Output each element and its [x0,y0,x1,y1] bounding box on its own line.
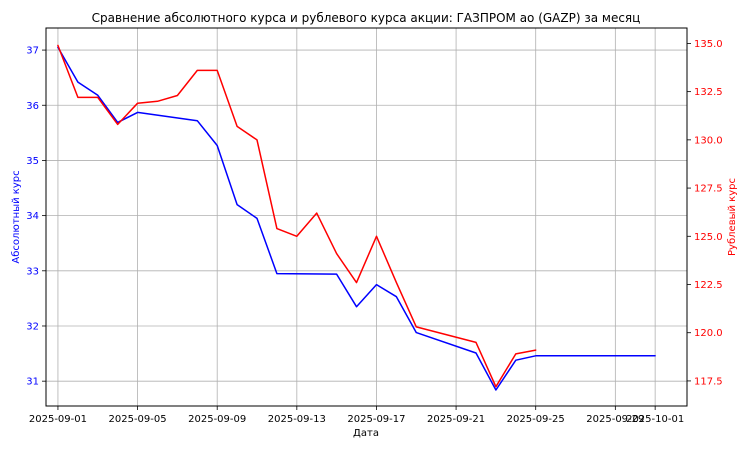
left-tick-label: 35 [26,156,39,167]
x-tick-label: 2025-10-01 [626,414,684,425]
chart-title: Сравнение абсолютного курса и рублевого … [92,11,641,25]
right-tick-label: 132.5 [694,87,723,98]
series-line-absolute [57,46,656,391]
right-tick-label: 130.0 [694,135,723,146]
right-tick-label: 117.5 [694,376,723,387]
right-tick-label: 135.0 [694,39,723,50]
x-tick-label: 2025-09-13 [268,414,326,425]
right-axis-ticks: 117.5 120.0 122.5 125.0 127.5 130.0 132.5 135.0 [687,39,723,387]
left-tick-label: 37 [26,46,39,57]
series-layer [57,44,656,391]
right-tick-label: 127.5 [694,184,723,195]
x-tick-label: 2025-09-29 [586,414,644,425]
x-tick-label: 2025-09-21 [427,414,485,425]
right-tick-label: 125.0 [694,232,723,243]
x-axis-ticks: 2025-09-01 2025-09-05 2025-09-09 2025-09-13… [29,406,684,425]
x-tick-label: 2025-09-01 [29,414,87,425]
left-axis-label: Абсолютный курс [11,170,22,263]
series-line-ruble [57,44,537,388]
x-axis-label: Дата [353,428,379,439]
x-tick-label: 2025-09-25 [507,414,565,425]
right-axis-label: Рублевый курс [727,178,738,256]
left-tick-label: 34 [26,211,39,222]
right-tick-label: 122.5 [694,280,723,291]
plot-frame [45,27,688,407]
right-tick-label: 120.0 [694,328,723,339]
x-tick-label: 2025-09-05 [109,414,167,425]
left-tick-label: 36 [26,101,39,112]
left-tick-label: 32 [26,321,39,332]
x-tick-label: 2025-09-17 [347,414,405,425]
grid [46,28,687,406]
x-tick-label: 2025-09-09 [188,414,246,425]
left-tick-label: 33 [26,266,39,277]
left-axis-ticks: 31 32 33 34 35 36 37 [26,46,46,388]
left-tick-label: 31 [26,377,39,388]
